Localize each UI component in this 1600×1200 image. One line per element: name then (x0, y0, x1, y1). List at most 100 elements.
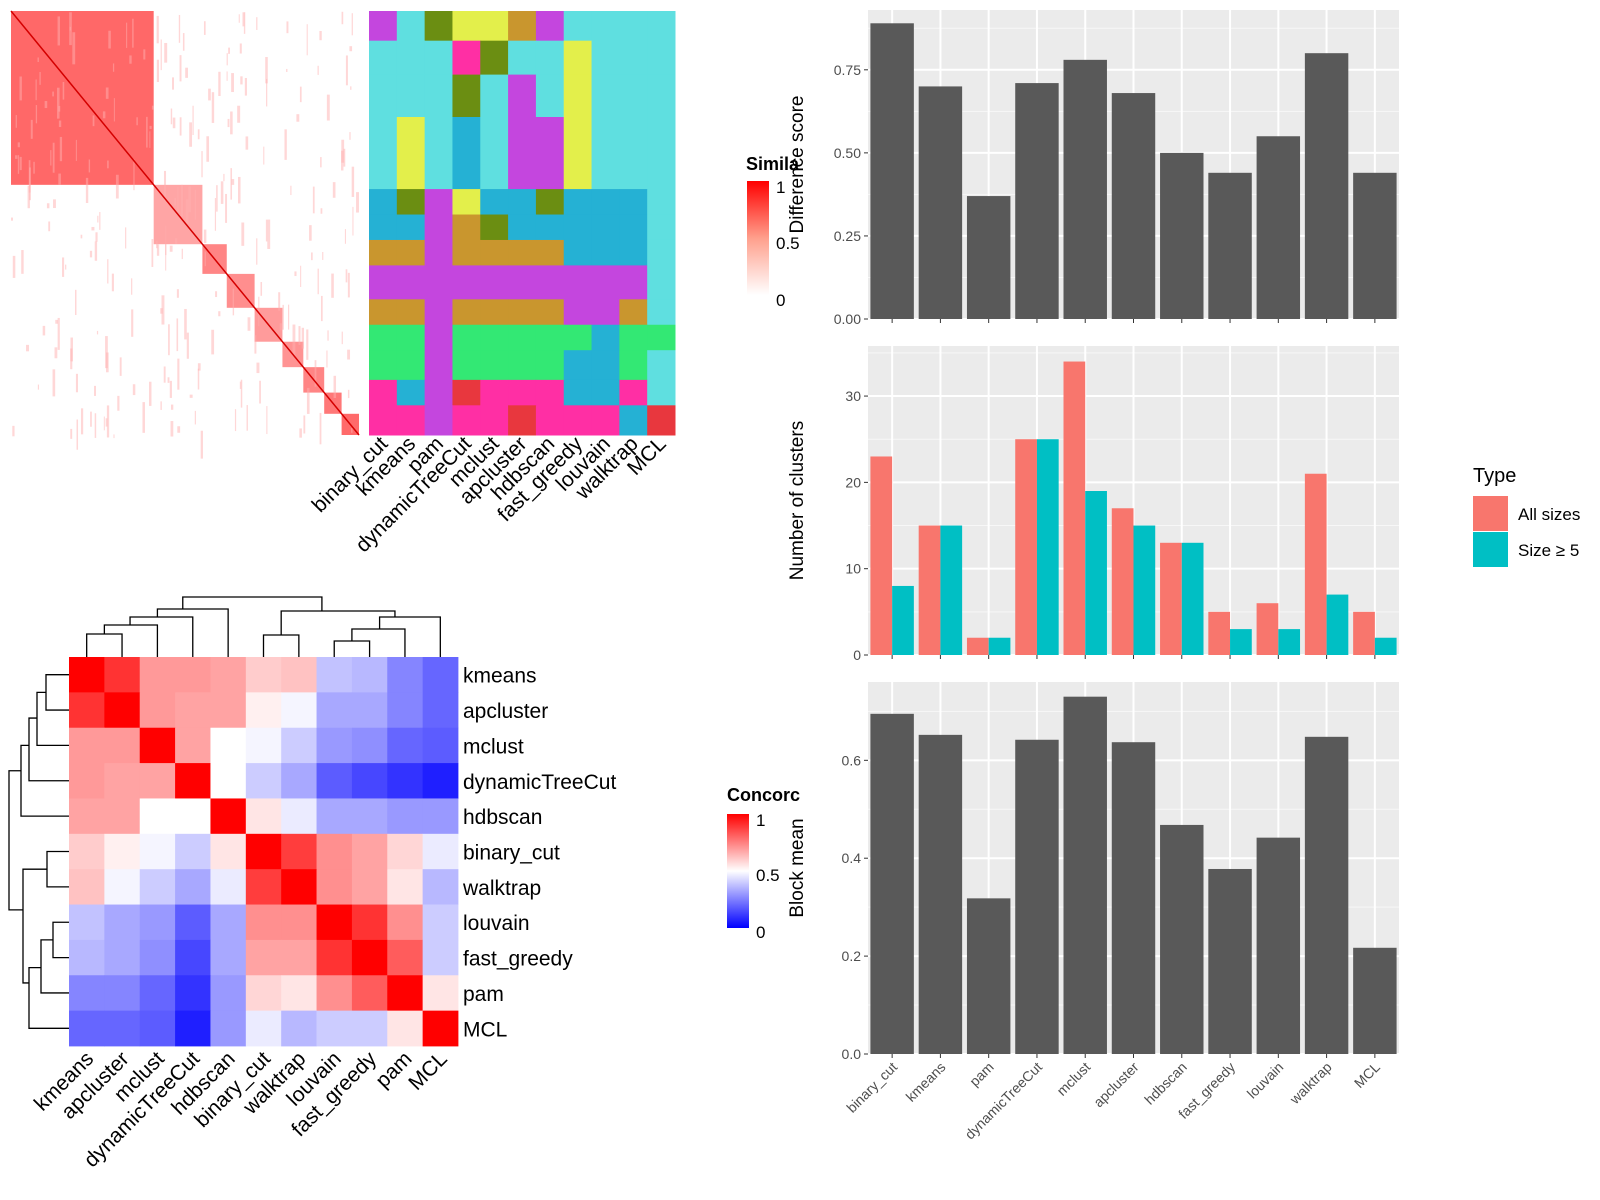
dendrogram-branch (86, 633, 123, 657)
membership-cell (424, 117, 453, 190)
similarity-noise (102, 111, 106, 119)
concordance-cell (422, 727, 459, 764)
membership-cell (508, 214, 537, 241)
similarity-legend-tick-0.5: 0.5 (776, 234, 800, 253)
similarity-noise (356, 192, 359, 213)
concordance-cell (210, 798, 247, 835)
concordance-cell (387, 727, 424, 764)
similarity-noise (189, 122, 193, 147)
similarity-noise (352, 206, 354, 236)
similarity-noise (70, 337, 73, 362)
concordance-cell (139, 869, 176, 905)
concordance-cell (387, 692, 424, 729)
similarity-noise (320, 208, 323, 214)
concordance-cell (316, 657, 353, 693)
similarity-noise (179, 117, 182, 136)
membership-cell (480, 350, 509, 381)
bar-all-sizes (1160, 542, 1182, 655)
membership-cell (452, 117, 481, 190)
similarity-noise (197, 363, 201, 371)
similarity-noise (296, 114, 300, 122)
similarity-noise (97, 215, 99, 223)
similarity-noise (341, 331, 343, 345)
bar (1015, 83, 1059, 319)
membership-cell (508, 405, 537, 436)
membership-cell (591, 405, 620, 436)
membership-cell (424, 74, 453, 118)
similarity-noise (76, 419, 79, 450)
y-axis-label: Block mean (787, 818, 808, 917)
similarity-noise (351, 166, 355, 197)
concordance-cell (316, 975, 353, 1012)
similarity-noise (351, 13, 353, 36)
similarity-noise (52, 91, 54, 97)
similarity-noise (91, 226, 95, 231)
similarity-noise (94, 385, 96, 396)
membership-cell (619, 11, 648, 42)
membership-cell (396, 265, 426, 300)
similarity-noise (57, 317, 60, 350)
membership-cell (619, 40, 648, 76)
concordance-cell (422, 763, 459, 799)
membership-cell (591, 11, 620, 42)
membership-cell (396, 239, 426, 266)
membership-cell (563, 350, 593, 381)
similarity-noise (175, 238, 178, 244)
bar (1304, 53, 1349, 320)
membership-cell (591, 40, 620, 76)
similarity-noise (169, 380, 172, 398)
membership-cell (452, 214, 481, 241)
similarity-noise (279, 323, 283, 331)
similarity-noise (194, 189, 197, 220)
bar (1111, 93, 1156, 319)
dendrogram-branch (46, 850, 69, 888)
similarity-noise (143, 49, 146, 60)
similarity-noise (322, 252, 324, 260)
similarity-noise (256, 238, 258, 265)
similarity-noise (75, 139, 77, 161)
similarity-noise (200, 430, 203, 459)
dendrogram (8, 596, 441, 1029)
similarity-noise (115, 174, 119, 199)
similarity-noise (177, 186, 179, 213)
similarity-noise (245, 136, 249, 150)
similarity-noise (105, 87, 109, 99)
similarity-noise (238, 14, 240, 23)
membership-cell (508, 324, 537, 351)
concordance-cell (104, 975, 141, 1012)
concordance-cell (210, 869, 247, 905)
x-tick-label: hdbscan (1141, 1059, 1190, 1108)
similarity-noise (341, 150, 344, 171)
similarity-noise (26, 344, 30, 352)
concordance-cell (69, 763, 105, 799)
concordance-cell (69, 939, 105, 976)
similarity-noise (172, 77, 174, 90)
membership-cell (396, 74, 426, 118)
membership-cell (396, 350, 426, 381)
membership-method-labels: binary_cutkmeanspamdynamicTreeCutmclusta… (308, 432, 671, 557)
similarity-noise (94, 241, 98, 261)
similarity-noise (108, 30, 111, 49)
y-tick-label: 0.4 (842, 850, 862, 866)
membership-cell (563, 324, 593, 351)
membership-cell (591, 117, 620, 190)
concordance-cell (175, 939, 211, 976)
similarity-noise (306, 387, 310, 414)
similarity-noise (156, 15, 159, 44)
membership-cell (508, 189, 537, 216)
similarity-noise (19, 156, 22, 171)
similarity-noise (27, 185, 30, 209)
similarity-noise (62, 81, 65, 100)
membership-cell (452, 405, 481, 436)
similarity-noise (112, 63, 115, 72)
similarity-noise (170, 421, 174, 437)
similarity-noise (216, 185, 218, 212)
similarity-noise (215, 291, 218, 298)
x-tick-label: walktrap (1286, 1059, 1335, 1108)
similarity-noise (218, 71, 221, 97)
similarity-noise (106, 352, 109, 373)
membership-cell (424, 11, 453, 42)
concordance-cell (281, 975, 317, 1012)
similarity-noise (133, 159, 135, 191)
